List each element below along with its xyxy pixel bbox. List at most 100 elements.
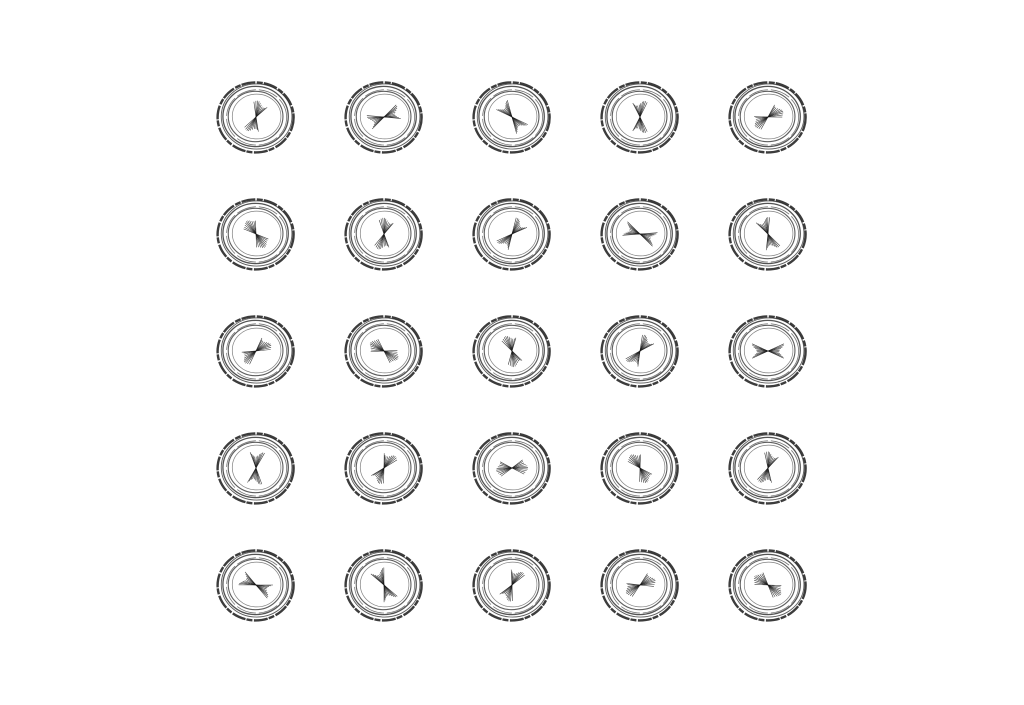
hatch-line [628,225,641,235]
hatch-line [255,107,268,118]
ring [600,81,679,154]
ring [738,89,800,146]
hatch-line [639,576,650,586]
ring [220,551,293,618]
ring [738,440,800,497]
ring [476,83,549,150]
ring [350,436,417,499]
hatch-line [760,116,769,130]
hatch-line [255,233,257,248]
hatch-line [383,459,398,469]
bowtie-mark [757,451,779,483]
hatch-line [752,350,769,359]
hatch-line [635,454,641,469]
ring [732,83,805,150]
ring [220,434,293,501]
ring [222,553,289,616]
hatch-line [496,467,513,473]
hatch-line [511,467,526,473]
ring [738,557,800,614]
ring [355,558,412,611]
ring [231,210,282,257]
hatch-line [243,228,257,235]
ring [350,553,417,616]
ring [610,557,672,614]
ring [604,83,677,150]
hatch-line [244,226,257,235]
ring [472,198,551,271]
hatch-line [499,467,513,475]
hatch-line [511,350,523,361]
hatch-line [639,116,648,132]
hatch-line [371,341,385,352]
hatch-line [255,220,257,235]
hatch-line [511,337,517,352]
hatch-line [767,116,783,118]
hatch-line [767,584,782,586]
ring [478,202,545,265]
ring [482,206,544,263]
bowtie-mark [751,343,785,359]
hatch-line [754,584,769,586]
ring [226,89,288,146]
hatch-line [383,222,389,235]
ring-tile [472,198,551,271]
hatch-line [637,350,641,367]
ring-tile [600,549,679,622]
bowtie-mark [244,100,268,132]
hatch-line [247,350,257,365]
ring [359,327,410,374]
hatch-line [510,584,513,602]
ring [606,436,673,499]
ring [231,561,282,608]
ring [222,202,289,265]
bowtie-mark [627,454,653,483]
ring [611,441,668,494]
hatch-line [625,350,641,360]
ring [348,200,421,267]
hatch-line [255,104,262,118]
hatch-line [244,116,257,128]
ring [738,323,800,380]
hatch-line [501,340,513,352]
ring-tile [216,315,295,388]
hatch-line [383,350,392,362]
ring [610,206,672,263]
ring-tile [728,315,807,388]
ring-tile [216,432,295,505]
hatch-line [375,233,385,248]
hatch-line [383,233,385,247]
hatch-line [378,219,385,235]
hatch-line [255,584,274,586]
hatch-line [511,573,524,586]
bowtie-mark [499,569,525,602]
ring-tile [600,198,679,271]
hatch-line [383,116,401,119]
bowtie-mark [496,217,528,250]
ring [728,432,807,505]
hatch-line [762,572,769,586]
ring [344,549,423,622]
ring [216,432,295,505]
hatch-line [500,463,513,469]
hatch-line [370,347,385,352]
bowtie-mark [366,104,401,130]
hatch-line [767,233,781,246]
hatch-line [371,349,385,352]
ring [604,434,677,501]
ring [476,317,549,384]
ring-tile [344,549,423,622]
ring [227,558,284,611]
ring-tile [216,549,295,622]
hatch-line [639,233,652,243]
ring [350,319,417,382]
ring [610,89,672,146]
hatch-line [754,582,769,586]
ring [355,207,412,260]
hatch-line [639,584,655,586]
ring [611,558,668,611]
ring [734,202,801,265]
ring [483,90,540,143]
ring [354,206,416,263]
ring [478,436,545,499]
